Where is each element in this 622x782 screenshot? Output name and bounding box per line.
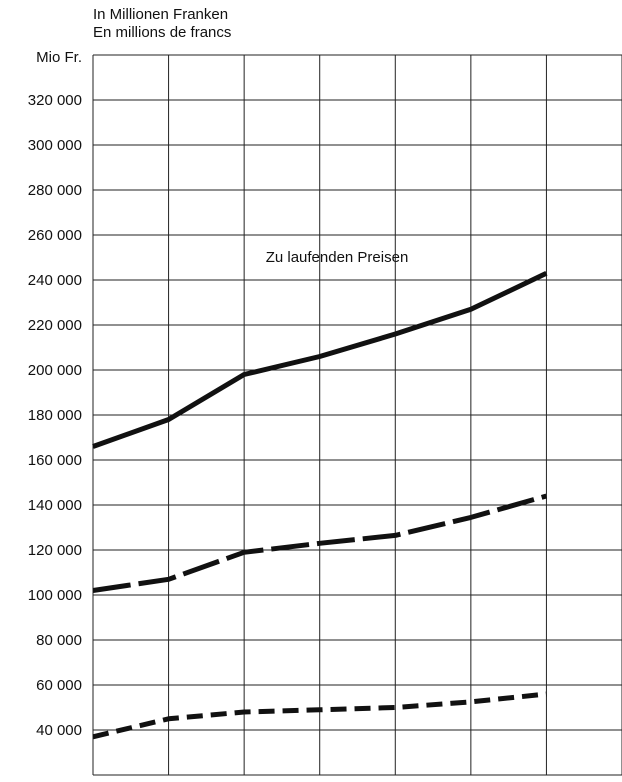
y-tick-label: 140 000: [28, 497, 82, 514]
y-tick-label: 320 000: [28, 92, 82, 109]
y-tick-label: 260 000: [28, 227, 82, 244]
y-tick-label: 200 000: [28, 362, 82, 379]
title-line: In Millionen Franken: [93, 6, 228, 23]
title-line: En millions de francs: [93, 24, 231, 41]
y-tick-label: 80 000: [36, 632, 82, 649]
y-tick-label: 60 000: [36, 677, 82, 694]
annotation: Zu laufenden Preisen: [266, 249, 409, 266]
series-line: [92, 271, 548, 449]
y-axis-label: Mio Fr.: [36, 49, 82, 66]
y-tick-label: 280 000: [28, 182, 82, 199]
y-tick-label: 120 000: [28, 542, 82, 559]
series-line: [92, 691, 547, 740]
y-tick-label: 40 000: [36, 722, 82, 739]
y-tick-label: 220 000: [28, 317, 82, 334]
y-tick-label: 160 000: [28, 452, 82, 469]
series-line: [92, 493, 548, 593]
y-tick-label: 100 000: [28, 587, 82, 604]
y-tick-label: 300 000: [28, 137, 82, 154]
y-tick-label: 240 000: [28, 272, 82, 289]
y-tick-label: 180 000: [28, 407, 82, 424]
